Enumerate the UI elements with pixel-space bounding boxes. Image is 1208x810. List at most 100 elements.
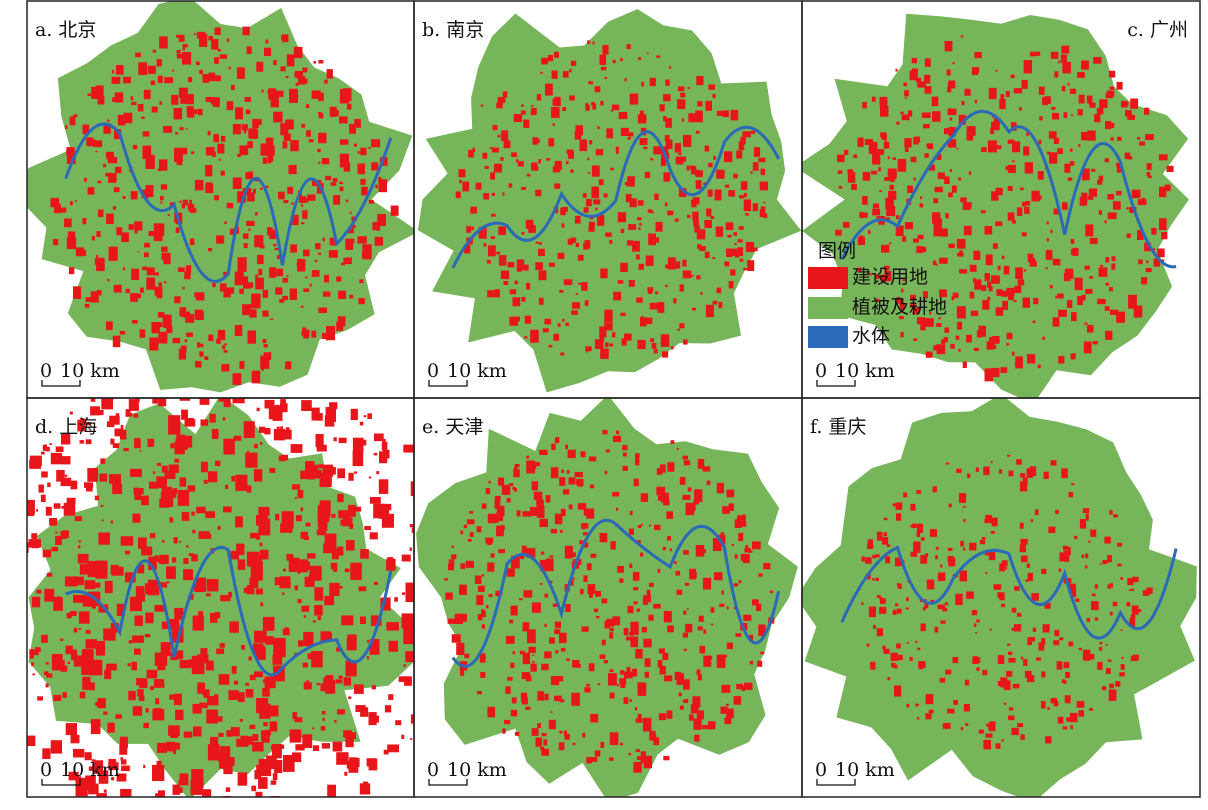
built-up-patch (1026, 563, 1030, 568)
built-up-patch (150, 533, 156, 539)
built-up-patch (1049, 152, 1058, 164)
land-area (416, 398, 798, 797)
built-up-patch (935, 555, 938, 560)
built-up-patch (282, 295, 288, 301)
built-up-patch (79, 564, 88, 575)
built-up-patch (285, 800, 291, 806)
built-up-patch (403, 664, 407, 667)
built-up-patch (660, 334, 670, 347)
built-up-patch (477, 691, 482, 695)
built-up-patch (512, 486, 516, 490)
built-up-patch (128, 224, 134, 230)
built-up-patch (950, 343, 955, 349)
built-up-patch (1109, 583, 1113, 588)
built-up-patch (148, 231, 157, 237)
built-up-patch (724, 717, 732, 725)
built-up-patch (157, 312, 165, 318)
built-up-patch (260, 355, 270, 369)
built-up-patch (895, 68, 898, 72)
built-up-patch (278, 455, 286, 462)
built-up-patch (1083, 341, 1092, 354)
built-up-patch (663, 755, 670, 761)
built-up-patch (918, 661, 926, 668)
built-up-patch (985, 733, 993, 738)
built-up-patch (181, 511, 190, 521)
built-up-patch (252, 742, 264, 752)
built-up-patch (683, 135, 692, 147)
built-up-patch (200, 419, 209, 426)
built-up-patch (158, 331, 168, 344)
built-up-patch (490, 553, 495, 558)
built-up-patch (1139, 141, 1146, 146)
built-up-patch (478, 227, 487, 239)
built-up-patch (91, 759, 96, 762)
built-up-patch (568, 504, 573, 510)
built-up-patch (566, 160, 569, 165)
built-up-patch (526, 173, 531, 177)
built-up-patch (1015, 356, 1023, 369)
built-up-patch (306, 130, 311, 137)
built-up-patch (623, 671, 633, 679)
built-up-patch (1045, 267, 1048, 270)
built-up-patch (40, 451, 45, 455)
built-up-patch (886, 205, 896, 217)
built-up-patch (205, 183, 214, 193)
built-up-patch (247, 141, 253, 149)
built-up-patch (1057, 716, 1064, 724)
built-up-patch (381, 441, 388, 451)
built-up-patch (211, 429, 219, 439)
built-up-patch (119, 743, 128, 755)
built-up-patch (536, 138, 540, 143)
built-up-patch (694, 489, 703, 503)
built-up-patch (258, 777, 268, 789)
built-up-patch (997, 681, 1002, 687)
built-up-patch (245, 109, 251, 115)
built-up-patch (307, 194, 316, 201)
built-up-patch (963, 704, 970, 712)
built-up-patch (1008, 715, 1015, 721)
scale-distance: 10 km (835, 360, 895, 382)
built-up-patch (925, 553, 929, 558)
built-up-patch (262, 679, 266, 683)
built-up-patch (636, 608, 641, 612)
built-up-patch (299, 559, 308, 573)
built-up-patch (1050, 51, 1059, 59)
built-up-patch (61, 506, 66, 509)
built-up-patch (249, 577, 259, 588)
built-up-patch (161, 621, 172, 630)
built-up-patch (744, 682, 753, 690)
built-up-patch (179, 127, 184, 131)
built-up-patch (536, 506, 545, 518)
built-up-patch (1074, 277, 1083, 291)
built-up-patch (937, 604, 945, 610)
scale-zero: 0 (815, 759, 827, 781)
built-up-patch (134, 230, 138, 234)
built-up-patch (552, 98, 558, 106)
built-up-patch (65, 723, 77, 735)
built-up-patch (660, 158, 667, 167)
built-up-patch (939, 677, 946, 683)
built-up-patch (1128, 589, 1131, 591)
built-up-patch (650, 210, 654, 214)
built-up-patch (662, 351, 669, 358)
built-up-patch (633, 601, 638, 605)
built-up-patch (562, 71, 569, 78)
built-up-patch (567, 238, 573, 245)
built-up-patch (683, 460, 691, 466)
built-up-patch (5, 512, 16, 519)
built-up-patch (261, 89, 264, 93)
built-up-patch (847, 171, 856, 183)
built-up-patch (349, 123, 356, 134)
built-up-patch (981, 285, 987, 291)
built-up-patch (1000, 367, 1008, 373)
panel-map (802, 398, 1197, 797)
built-up-patch (130, 96, 134, 101)
built-up-patch (1031, 190, 1040, 202)
built-up-patch (599, 54, 607, 65)
built-up-patch (584, 300, 589, 306)
built-up-patch (262, 289, 269, 298)
built-up-patch (178, 348, 187, 360)
built-up-patch (173, 537, 178, 544)
built-up-patch (259, 703, 271, 719)
built-up-patch (280, 403, 288, 413)
